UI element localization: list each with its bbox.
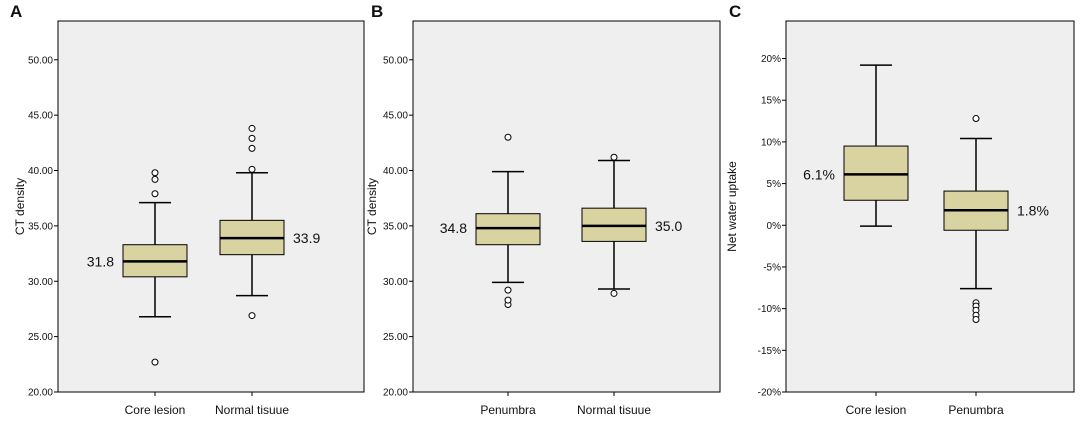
category-label: Penumbra <box>480 403 536 417</box>
panel-a: A 20.00 25.00 30.00 35.00 40.00 45.00 50.00 CT d… <box>10 2 365 417</box>
category-label: Core lesion <box>125 403 186 417</box>
outlier-point <box>151 175 159 183</box>
outlier-point <box>248 312 256 320</box>
panel-b-y-tick-label: 20.00 <box>383 388 408 399</box>
panel-b-box-1: Penumbra 34.8 <box>440 133 541 417</box>
median-value-label: 35.0 <box>655 218 682 234</box>
panel-b: B 20.00 25.00 30.00 35.00 40.00 45.00 50.00 CT d… <box>365 2 721 417</box>
outlier-point <box>972 315 980 323</box>
median-value-label: 31.8 <box>87 253 114 269</box>
panel-c-y-tick-label: -5% <box>763 262 781 273</box>
category-label: Penumbra <box>948 403 1004 417</box>
median-value-label: 33.9 <box>293 230 320 246</box>
panel-b-y-tick-label: 30.00 <box>383 277 408 288</box>
panel-c-y-axis-title: Net water uptake <box>725 161 739 252</box>
panel-c-y-tick-label: 20% <box>761 54 781 65</box>
median-value-label: 1.8% <box>1017 202 1049 218</box>
outlier-point <box>972 115 980 123</box>
panel-a-letter: A <box>10 2 22 21</box>
panel-b-y-tick-label: 45.00 <box>383 111 408 122</box>
outlier-point <box>248 134 256 142</box>
outlier-point <box>610 153 618 161</box>
panel-b-y-tick-label: 50.00 <box>383 55 408 66</box>
panel-c-y-tick-label: 5% <box>767 179 782 190</box>
panel-a-y-tick-label: 35.00 <box>28 221 53 232</box>
panel-c-y-tick-label: 15% <box>761 96 781 107</box>
panel-c-y-tick-label: -10% <box>758 304 781 315</box>
outlier-point <box>151 190 159 198</box>
panel-c-y-tick-label: 0% <box>767 221 782 232</box>
median-value-label: 6.1% <box>803 166 835 182</box>
outlier-point <box>504 286 512 294</box>
panel-c-y-tick-label: -20% <box>758 388 781 399</box>
outlier-point <box>504 133 512 141</box>
panel-b-plot-area <box>412 20 721 393</box>
outlier-point <box>248 124 256 132</box>
panel-a-plot-area <box>57 20 365 393</box>
panel-a-y-tick-label: 30.00 <box>28 277 53 288</box>
panel-a-y-tick-label: 40.00 <box>28 166 53 177</box>
panel-c-y-tick-label: -15% <box>758 346 781 357</box>
iqr-box <box>843 145 909 201</box>
panel-b-y-tick-label: 35.00 <box>383 221 408 232</box>
outlier-point <box>151 169 159 177</box>
panel-b-y-tick-label: 40.00 <box>383 166 408 177</box>
panel-c-box-1: Core lesion 6.1% <box>803 64 909 417</box>
panel-a-y-tick-label: 20.00 <box>28 388 53 399</box>
outlier-point <box>151 358 159 366</box>
panel-a-y-axis-title: CT density <box>13 178 27 235</box>
category-label: Normal tisuue <box>215 403 289 417</box>
panel-a-box-1: Core lesion 31.8 <box>87 169 188 417</box>
panel-b-y-tick-label: 25.00 <box>383 332 408 343</box>
category-label: Core lesion <box>846 403 907 417</box>
panel-b-box-2: Normal tisuue 35.0 <box>577 153 682 417</box>
category-label: Normal tisuue <box>577 403 651 417</box>
panel-a-box-2: Normal tisuue 33.9 <box>215 124 320 417</box>
panel-c-box-2: Penumbra 1.8% <box>943 115 1049 417</box>
panel-a-y-tick-label: 25.00 <box>28 332 53 343</box>
outlier-point <box>248 165 256 173</box>
panel-a-y-tick-label: 45.00 <box>28 111 53 122</box>
panel-b-letter: B <box>371 2 383 21</box>
median-value-label: 34.8 <box>440 220 467 236</box>
panel-c-plot-area <box>785 20 1075 393</box>
panel-c-letter: C <box>729 2 741 21</box>
outlier-point <box>610 289 618 297</box>
panel-c-y-tick-label: 10% <box>761 137 781 148</box>
panel-a-y-tick-label: 50.00 <box>28 55 53 66</box>
panel-c: C -20% -15% -10% -5% 0% 5% 10% 15% 20% Net water u… <box>725 2 1075 417</box>
outlier-point <box>504 296 512 304</box>
panel-b-y-axis-title: CT density <box>365 178 379 235</box>
outlier-point <box>248 144 256 152</box>
